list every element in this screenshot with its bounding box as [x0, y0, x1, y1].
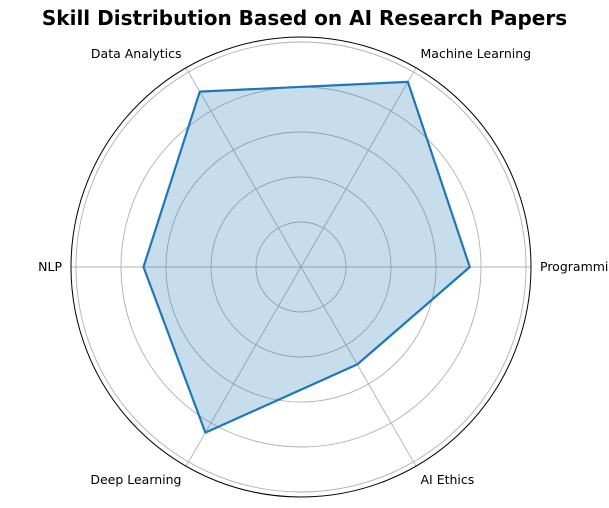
- chart-title: Skill Distribution Based on AI Research …: [41, 6, 568, 30]
- category-label-6: AI Ethics: [421, 472, 475, 487]
- category-label-1: Programming: [540, 259, 609, 274]
- grid-spoke-6: [300, 266, 417, 467]
- series-area: [143, 81, 470, 433]
- category-label-5: Deep Learning: [90, 472, 181, 487]
- category-label-3: Data Analytics: [91, 46, 182, 61]
- category-label-2: Machine Learning: [421, 46, 532, 61]
- polar-frame: [70, 36, 532, 498]
- category-label-4: NLP: [38, 259, 62, 274]
- grid-spoke-3: [185, 67, 302, 268]
- grid-spoke-2: [300, 67, 417, 268]
